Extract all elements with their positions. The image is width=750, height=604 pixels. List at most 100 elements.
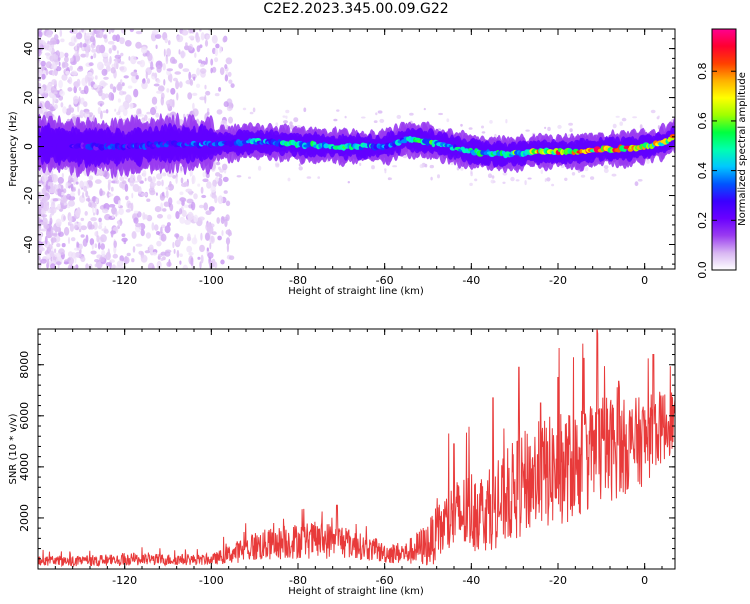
noise-speckle <box>317 176 321 179</box>
spectrogram-y-axis: -40 -20 0 20 40 <box>22 28 675 265</box>
noise-speckle <box>45 253 51 259</box>
noise-speckle <box>150 32 157 42</box>
noise-speckle <box>166 48 172 57</box>
noise-speckle <box>135 41 142 49</box>
noise-speckle <box>43 224 50 229</box>
noise-speckle <box>560 165 565 168</box>
noise-speckle <box>164 37 168 44</box>
noise-speckle <box>155 112 160 118</box>
noise-speckle <box>96 171 101 175</box>
noise-speckle <box>65 182 69 189</box>
noise-speckle <box>176 200 182 205</box>
noise-speckle <box>540 169 543 174</box>
noise-speckle <box>109 259 115 263</box>
noise-speckle <box>333 118 338 122</box>
noise-speckle <box>40 60 46 67</box>
noise-speckle <box>156 231 160 235</box>
noise-speckle <box>104 37 108 43</box>
noise-speckle <box>78 96 81 105</box>
noise-speckle <box>185 42 188 47</box>
noise-speckle <box>396 114 402 119</box>
noise-speckle <box>569 128 573 133</box>
noise-speckle <box>228 116 233 124</box>
noise-speckle <box>157 214 163 219</box>
noise-speckle <box>69 215 73 224</box>
noise-speckle <box>178 119 184 126</box>
noise-speckle <box>38 241 43 247</box>
noise-speckle <box>165 56 169 65</box>
noise-speckle <box>51 79 57 85</box>
noise-speckle <box>218 87 222 92</box>
noise-speckle <box>187 211 194 221</box>
noise-speckle <box>109 83 114 90</box>
noise-speckle <box>222 176 229 183</box>
noise-speckle <box>199 63 205 68</box>
noise-speckle <box>65 70 70 75</box>
noise-speckle <box>48 46 53 52</box>
noise-speckle <box>105 65 111 72</box>
noise-speckle <box>175 211 180 219</box>
noise-speckle <box>199 261 202 269</box>
noise-speckle <box>487 173 493 178</box>
noise-speckle <box>108 193 114 197</box>
noise-speckle <box>218 166 221 170</box>
noise-speckle <box>121 82 125 87</box>
noise-speckle <box>129 102 134 110</box>
noise-speckle <box>41 174 48 183</box>
noise-speckle <box>59 29 63 37</box>
noise-speckle <box>170 87 176 95</box>
noise-speckle <box>223 101 229 108</box>
noise-speckle <box>133 210 139 214</box>
noise-speckle <box>165 186 170 190</box>
noise-speckle <box>228 255 235 260</box>
noise-speckle <box>224 74 229 82</box>
noise-speckle <box>93 84 98 89</box>
noise-speckle <box>123 75 129 79</box>
noise-speckle <box>79 180 84 189</box>
noise-speckle <box>225 200 231 207</box>
noise-speckle <box>68 104 72 110</box>
noise-speckle <box>40 228 47 232</box>
noise-speckle <box>373 120 378 123</box>
noise-speckle <box>525 129 530 132</box>
noise-speckle <box>38 48 41 54</box>
noise-speckle <box>100 234 107 243</box>
noise-speckle <box>81 29 84 33</box>
noise-speckle <box>174 233 180 238</box>
noise-speckle <box>118 207 124 216</box>
noise-speckle <box>39 221 46 225</box>
noise-speckle <box>249 111 254 115</box>
noise-speckle <box>220 259 225 265</box>
noise-speckle <box>110 186 114 192</box>
noise-speckle <box>117 98 121 103</box>
noise-speckle <box>68 200 75 207</box>
noise-speckle <box>502 172 508 176</box>
noise-speckle <box>52 98 55 106</box>
noise-speckle <box>619 121 623 126</box>
noise-speckle <box>219 67 225 76</box>
noise-speckle <box>100 243 105 250</box>
noise-speckle <box>116 111 121 116</box>
noise-speckle <box>119 176 125 182</box>
noise-speckle <box>101 249 106 257</box>
noise-speckle <box>120 52 124 57</box>
noise-speckle <box>105 262 111 267</box>
noise-speckle <box>634 181 639 187</box>
noise-speckle <box>135 243 143 247</box>
x-tick-label: 0 <box>641 574 648 587</box>
noise-speckle <box>187 233 191 241</box>
noise-speckle <box>160 233 167 242</box>
x-tick-label: -80 <box>289 274 307 287</box>
noise-speckle <box>70 35 78 44</box>
noise-speckle <box>222 36 227 43</box>
noise-speckle <box>194 52 197 58</box>
noise-speckle <box>153 224 159 231</box>
noise-speckle <box>117 200 121 208</box>
noise-speckle <box>99 188 103 197</box>
noise-speckle <box>94 75 98 80</box>
noise-speckle <box>41 73 46 80</box>
noise-speckle <box>82 43 87 48</box>
noise-speckle <box>156 180 162 186</box>
noise-speckle <box>169 181 172 187</box>
